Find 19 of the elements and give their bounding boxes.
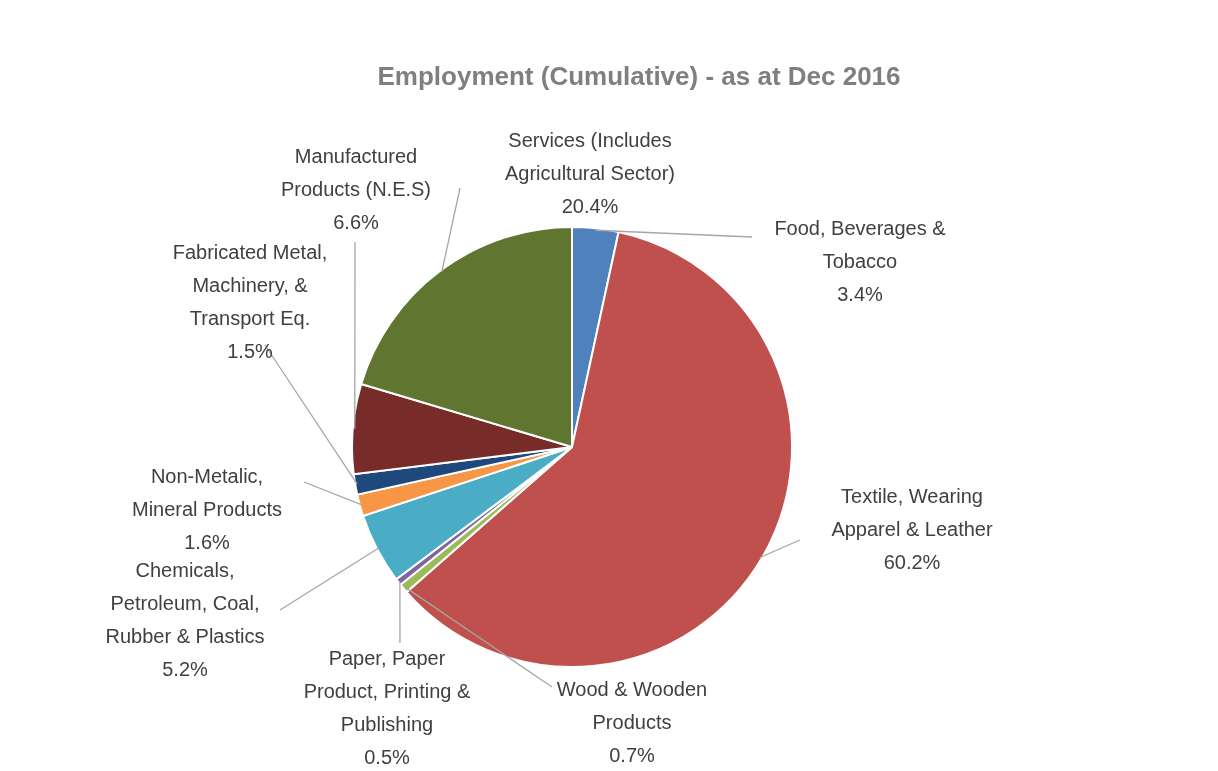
slice-label: Wood & Wooden Products	[556, 678, 708, 733]
slice-label: Fabricated Metal, Machinery, & Transport Eq.	[172, 241, 328, 329]
slice-label: Paper, Paper Product, Printing & Publishing	[303, 647, 472, 735]
slice-label: Food, Beverages & Tobacco	[774, 217, 947, 272]
slice-label: Chemicals, Petroleum, Coal, Rubber & Plastics	[105, 559, 265, 647]
data-label: 5.2%	[162, 658, 209, 680]
data-label: 1.5%	[227, 340, 274, 362]
data-label: 3.4%	[837, 283, 884, 305]
data-label: 0.7%	[609, 744, 656, 766]
slice-label: Textile, Wearing Apparel & Leather	[831, 485, 993, 540]
data-label: 6.6%	[333, 211, 380, 233]
data-label: 1.6%	[184, 531, 231, 553]
data-label: 0.5%	[364, 746, 411, 768]
chart-title: Employment (Cumulative) - as at Dec 2016	[377, 61, 901, 91]
data-label: 20.4%	[561, 195, 619, 217]
slice-label: Non-Metalic, Mineral Products	[131, 465, 283, 520]
slice-label: Manufactured Products (N.E.S)	[280, 145, 432, 200]
data-label: 60.2%	[883, 551, 941, 573]
slice-label: Services (Includes Agricultural Sector)	[504, 129, 676, 184]
